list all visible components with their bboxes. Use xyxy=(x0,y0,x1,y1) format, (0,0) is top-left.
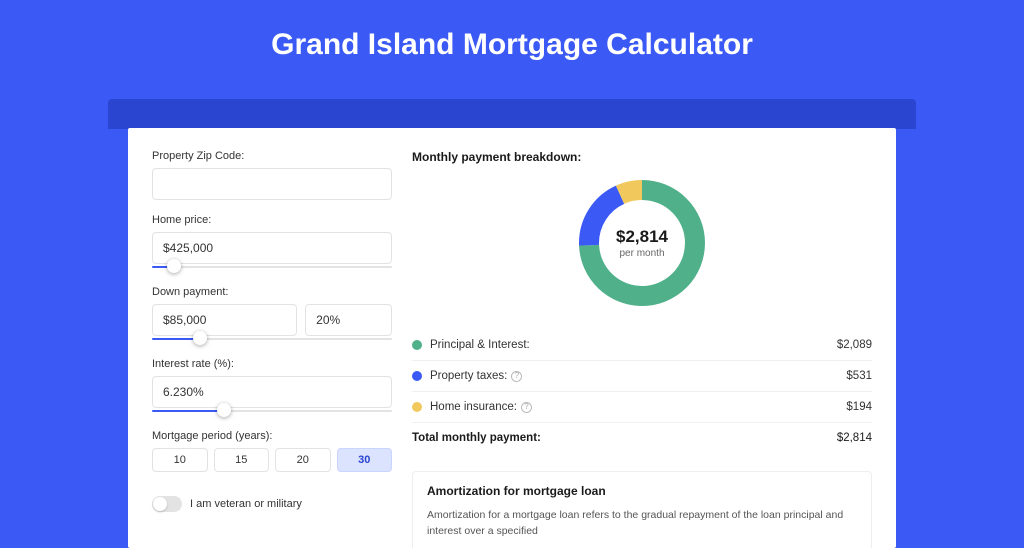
amortization-title: Amortization for mortgage loan xyxy=(427,484,857,498)
down-payment-row xyxy=(152,304,392,336)
period-option-20[interactable]: 20 xyxy=(275,448,331,472)
toggle-knob xyxy=(153,497,167,511)
page-title: Grand Island Mortgage Calculator xyxy=(0,0,1024,84)
down-payment-slider[interactable] xyxy=(152,334,392,344)
interest-rate-slider[interactable] xyxy=(152,406,392,416)
slider-thumb[interactable] xyxy=(167,259,181,273)
legend-total-label: Total monthly payment: xyxy=(412,432,837,444)
slider-track xyxy=(152,266,392,268)
period-options: 10152030 xyxy=(152,448,392,472)
period-option-30[interactable]: 30 xyxy=(337,448,393,472)
legend-label: Property taxes:? xyxy=(430,370,846,382)
slider-thumb[interactable] xyxy=(217,403,231,417)
legend-dot xyxy=(412,371,422,381)
down-payment-amount-input[interactable] xyxy=(152,304,297,336)
period-label: Mortgage period (years): xyxy=(152,430,392,442)
amortization-text: Amortization for a mortgage loan refers … xyxy=(427,508,857,540)
legend-row: Principal & Interest:$2,089 xyxy=(412,330,872,361)
slider-fill xyxy=(152,410,224,412)
slider-thumb[interactable] xyxy=(193,331,207,345)
form-column: Property Zip Code: Home price: Down paym… xyxy=(152,150,392,508)
interest-rate-input[interactable] xyxy=(152,376,392,408)
home-price-input[interactable] xyxy=(152,232,392,264)
home-price-slider[interactable] xyxy=(152,262,392,272)
legend-row: Property taxes:?$531 xyxy=(412,361,872,392)
down-payment-label: Down payment: xyxy=(152,286,392,298)
legend-total-value: $2,814 xyxy=(837,432,872,444)
legend-value: $531 xyxy=(846,370,872,382)
info-icon[interactable]: ? xyxy=(521,402,532,413)
zip-label: Property Zip Code: xyxy=(152,150,392,162)
home-price-label: Home price: xyxy=(152,214,392,226)
donut-chart-wrap: $2,814 per month xyxy=(412,176,872,322)
breakdown-column: Monthly payment breakdown: $2,814 per mo… xyxy=(412,150,872,508)
donut-chart: $2,814 per month xyxy=(579,180,705,306)
legend-value: $2,089 xyxy=(837,339,872,351)
calculator-card: Property Zip Code: Home price: Down paym… xyxy=(128,128,896,548)
down-payment-percent-input[interactable] xyxy=(305,304,392,336)
card-shadow xyxy=(108,99,916,129)
veteran-toggle[interactable] xyxy=(152,496,182,512)
legend-total-row: Total monthly payment:$2,814 xyxy=(412,423,872,453)
interest-rate-label: Interest rate (%): xyxy=(152,358,392,370)
legend-dot xyxy=(412,340,422,350)
donut-center: $2,814 per month xyxy=(579,180,705,306)
donut-sub: per month xyxy=(619,248,664,259)
legend-label: Principal & Interest: xyxy=(430,339,837,351)
legend-dot xyxy=(412,402,422,412)
legend: Principal & Interest:$2,089Property taxe… xyxy=(412,330,872,453)
donut-amount: $2,814 xyxy=(616,227,668,247)
period-option-15[interactable]: 15 xyxy=(214,448,270,472)
veteran-row: I am veteran or military xyxy=(152,496,392,512)
legend-row: Home insurance:?$194 xyxy=(412,392,872,423)
amortization-section: Amortization for mortgage loan Amortizat… xyxy=(412,471,872,548)
period-option-10[interactable]: 10 xyxy=(152,448,208,472)
legend-label: Home insurance:? xyxy=(430,401,846,413)
zip-input[interactable] xyxy=(152,168,392,200)
veteran-label: I am veteran or military xyxy=(190,498,302,510)
info-icon[interactable]: ? xyxy=(511,371,522,382)
breakdown-title: Monthly payment breakdown: xyxy=(412,150,872,164)
legend-value: $194 xyxy=(846,401,872,413)
